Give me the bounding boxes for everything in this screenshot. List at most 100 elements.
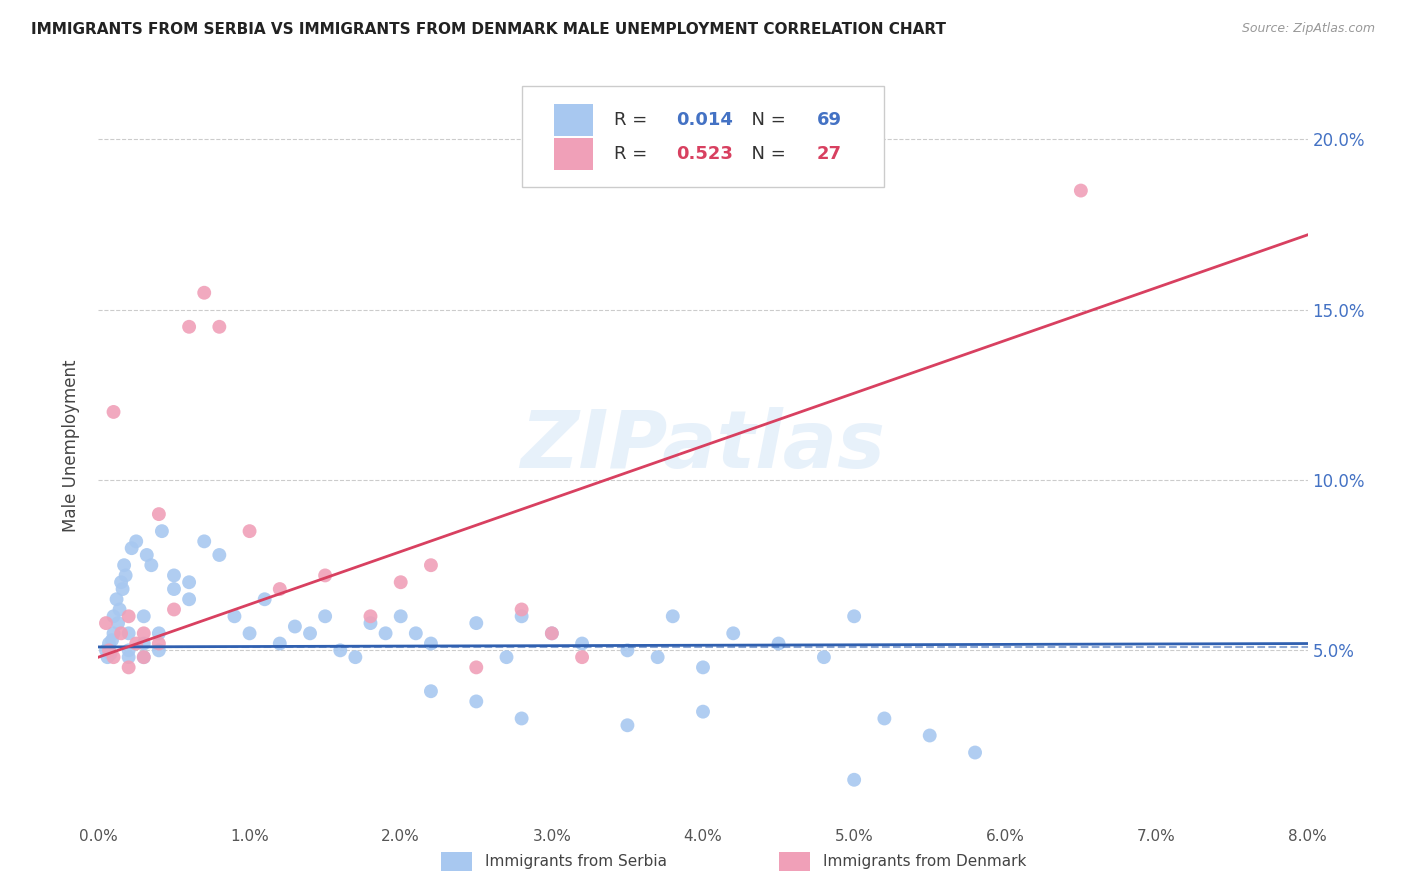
Point [465,616,488,631]
Point [299,626,322,640]
Point [179,319,201,334]
Point [163,568,186,582]
Text: N =: N = [741,112,792,129]
Point [465,694,488,708]
FancyBboxPatch shape [522,87,884,187]
Point [110,575,132,590]
Y-axis label: Male Unemployment: Male Unemployment [62,359,80,533]
Point [163,602,186,616]
Point [692,705,714,719]
Point [616,718,638,732]
Point [125,636,148,650]
Point [918,729,941,743]
Point [844,609,866,624]
FancyBboxPatch shape [554,138,593,169]
Point [112,558,135,573]
Point [132,636,155,650]
Point [661,609,683,624]
Point [813,650,835,665]
Point [571,650,593,665]
Point [118,660,141,674]
Point [873,711,896,725]
Point [389,609,412,624]
Point [179,592,201,607]
Point [121,541,143,556]
Point [420,558,443,573]
Point [510,602,533,616]
Point [495,650,517,665]
Text: 0.014: 0.014 [676,112,734,129]
Point [314,568,336,582]
FancyBboxPatch shape [779,852,810,871]
Point [103,609,125,624]
Point [314,609,336,624]
Text: Immigrants from Serbia: Immigrants from Serbia [485,855,666,869]
Point [101,633,124,648]
Point [420,636,443,650]
Point [103,405,125,419]
Text: 27: 27 [817,145,842,162]
Point [103,626,125,640]
FancyBboxPatch shape [554,104,593,136]
Text: Immigrants from Denmark: Immigrants from Denmark [823,855,1026,869]
Point [284,619,307,633]
Point [132,626,155,640]
Point [98,636,121,650]
Point [616,643,638,657]
Point [118,609,141,624]
Point [239,524,262,538]
Point [103,650,125,665]
Point [148,626,170,640]
Text: IMMIGRANTS FROM SERBIA VS IMMIGRANTS FROM DENMARK MALE UNEMPLOYMENT CORRELATION : IMMIGRANTS FROM SERBIA VS IMMIGRANTS FRO… [31,22,946,37]
Point [692,660,714,674]
Point [420,684,443,698]
Text: ZIPatlas: ZIPatlas [520,407,886,485]
Point [239,626,262,640]
Point [405,626,427,640]
Point [135,548,157,562]
Point [148,643,170,657]
Point [150,524,173,538]
Point [148,507,170,521]
Point [141,558,163,573]
Text: 69: 69 [817,112,842,129]
Point [253,592,276,607]
Point [105,592,128,607]
Point [465,660,488,674]
Point [132,650,155,665]
Point [96,650,118,665]
Text: 0.523: 0.523 [676,145,734,162]
Point [100,647,122,661]
Point [269,636,291,650]
FancyBboxPatch shape [441,852,472,871]
Point [108,602,131,616]
Point [208,319,231,334]
Point [1070,184,1092,198]
Point [360,609,382,624]
Point [132,609,155,624]
Point [179,575,201,590]
Point [510,711,533,725]
Text: R =: R = [613,145,652,162]
Point [163,582,186,596]
Point [647,650,669,665]
Point [269,582,291,596]
Point [344,650,367,665]
Point [768,636,790,650]
Point [723,626,745,640]
Point [360,616,382,631]
Point [540,626,562,640]
Point [208,548,231,562]
Point [571,636,593,650]
Point [114,568,136,582]
Point [374,626,396,640]
Point [510,609,533,624]
Point [118,643,141,657]
Point [94,643,117,657]
Point [148,636,170,650]
Point [224,609,246,624]
Point [110,626,132,640]
Text: R =: R = [613,112,652,129]
Point [118,650,141,665]
Point [111,582,134,596]
